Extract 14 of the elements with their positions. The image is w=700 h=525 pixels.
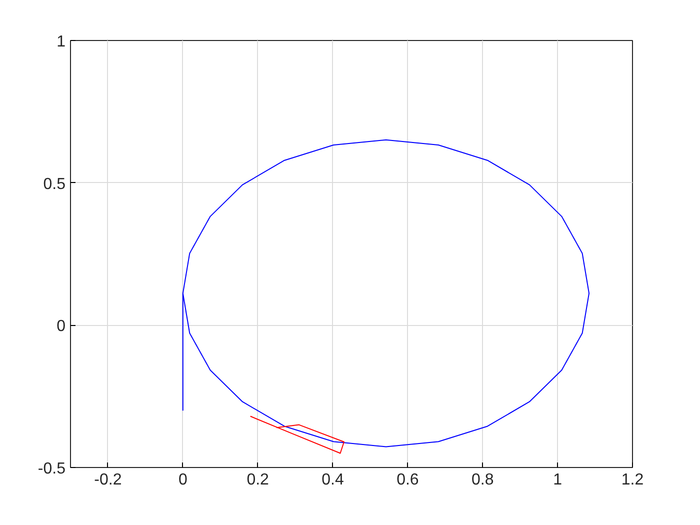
line-series <box>250 416 345 454</box>
x-tick-label: 1 <box>553 472 562 488</box>
line-series <box>182 139 590 448</box>
y-tick-label: 0.5 <box>43 176 66 193</box>
y-tick-label: -0.5 <box>38 460 66 478</box>
x-tick-label: 1.2 <box>621 472 644 488</box>
x-tick-label: 0.4 <box>322 472 344 488</box>
x-tick-label: 0 <box>178 472 188 488</box>
y-tick-label: 0 <box>56 318 66 336</box>
x-tick-label: -0.2 <box>94 472 122 488</box>
x-tick-label: 0.2 <box>246 472 270 488</box>
y-tick-label: 1 <box>56 34 66 50</box>
x-tick-label: 0.8 <box>472 472 494 488</box>
x-tick-label: 0.6 <box>396 472 419 488</box>
